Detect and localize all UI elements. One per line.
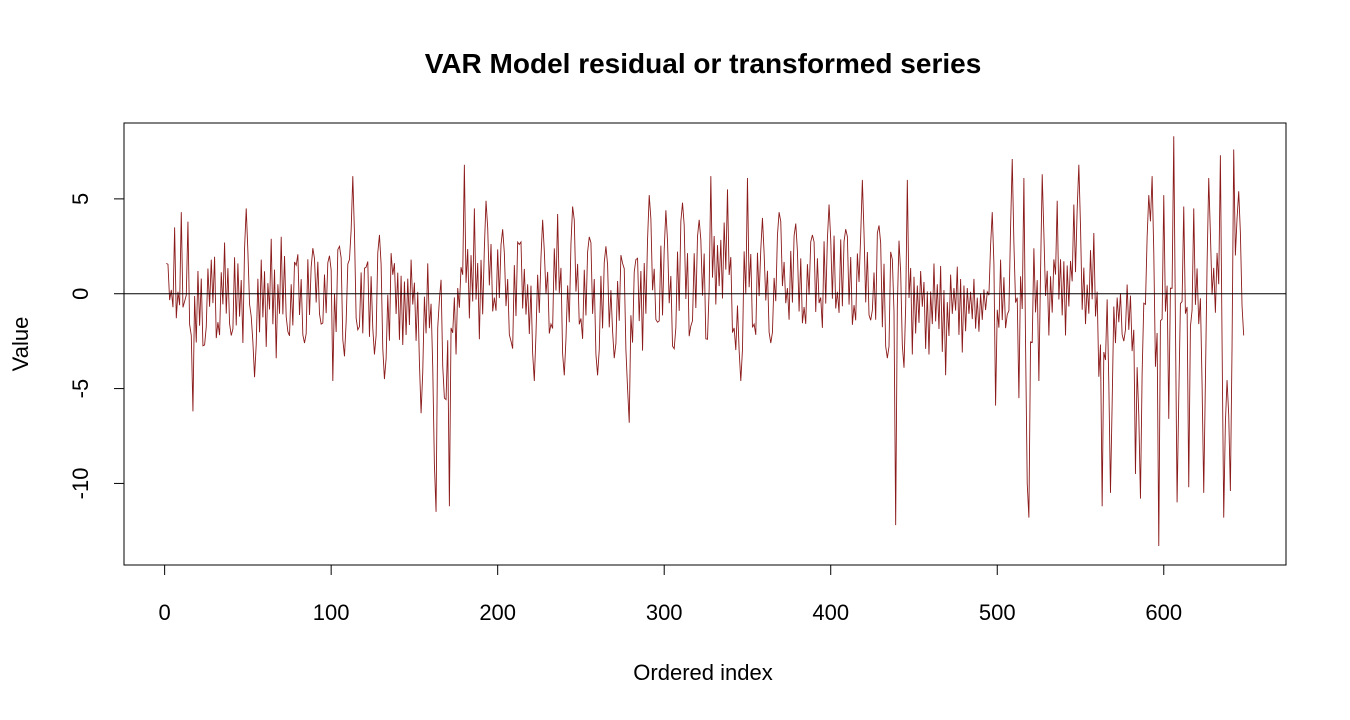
x-tick-label: 100 [313, 600, 350, 625]
y-tick-label: 5 [68, 193, 93, 205]
x-tick-label: 500 [979, 600, 1016, 625]
x-tick-label: 400 [812, 600, 849, 625]
x-axis-label: Ordered index [633, 660, 772, 685]
series-line [166, 136, 1245, 547]
y-tick-label: -10 [68, 468, 93, 500]
y-tick-label: -5 [68, 379, 93, 399]
x-tick-label: 200 [479, 600, 516, 625]
x-tick-label: 300 [646, 600, 683, 625]
plot-frame [123, 122, 1287, 566]
x-axis: 0 100 200 300 400 500 600 [159, 564, 1182, 625]
chart-title: VAR Model residual or transformed series [425, 48, 982, 79]
x-tick-label: 0 [159, 600, 171, 625]
series-group [166, 136, 1245, 547]
y-tick-label: 0 [68, 288, 93, 300]
y-axis-label: Value [8, 317, 33, 372]
x-tick-label: 600 [1145, 600, 1182, 625]
y-axis: -10 -5 0 5 [68, 193, 125, 500]
